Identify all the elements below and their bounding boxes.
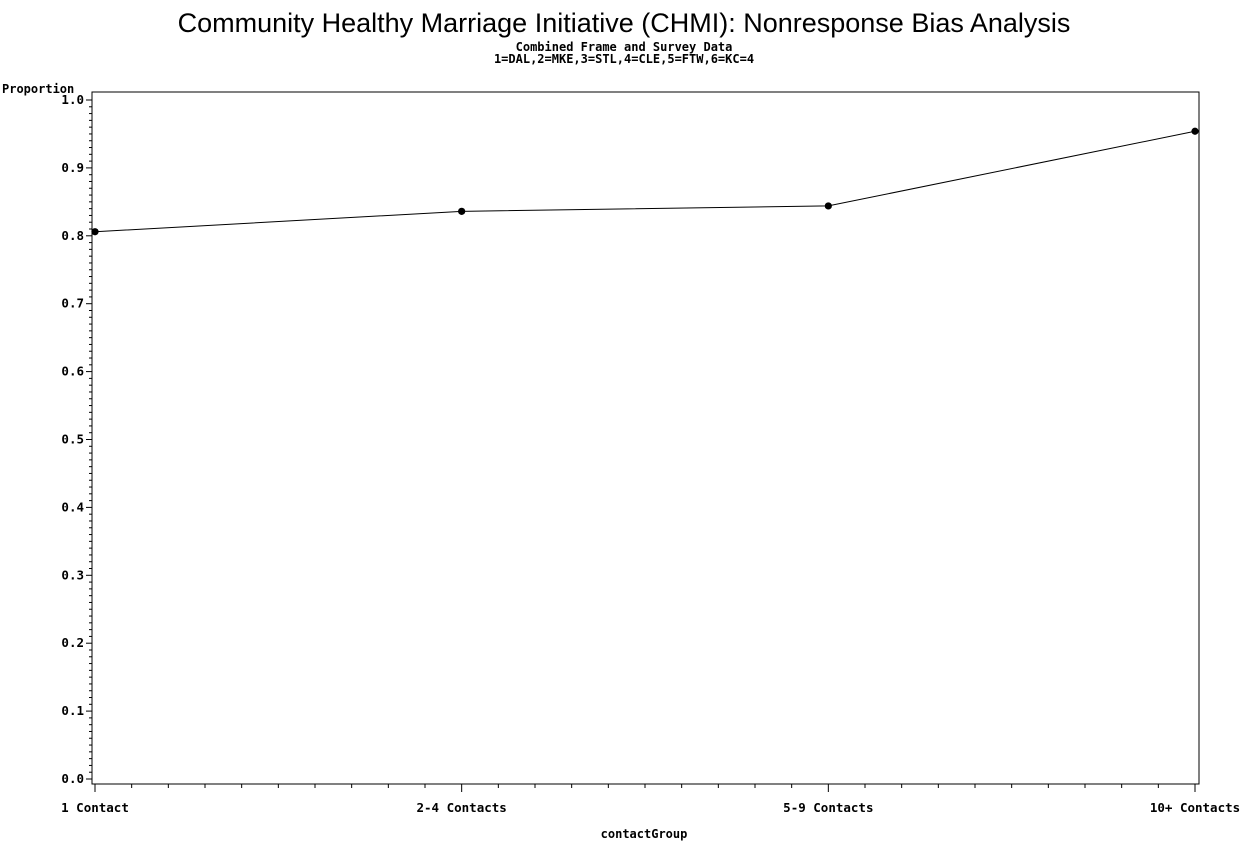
y-axis: 0.0 0.1 0.2 0.3 0.4 0.5 0.6 0.7 0.8 0.9 1.0 xyxy=(61,92,92,786)
y-tick-label: 0.0 xyxy=(61,771,84,786)
y-tick-label: 0.1 xyxy=(61,703,84,718)
data-point xyxy=(824,202,832,210)
x-tick-label: 2-4 Contacts xyxy=(417,800,507,815)
series-line xyxy=(94,130,1196,233)
y-tick-label: 0.8 xyxy=(61,228,84,243)
y-tick-label: 0.6 xyxy=(61,364,84,379)
chart-title: Community Healthy Marriage Initiative (C… xyxy=(178,8,1071,38)
x-axis-label: contactGroup xyxy=(601,827,688,841)
x-axis: 1 Contact 2-4 Contacts 5-9 Contacts 10+ Con… xyxy=(61,784,1240,815)
y-tick-label: 1.0 xyxy=(61,92,84,107)
x-tick-label: 10+ Contacts xyxy=(1150,800,1240,815)
y-axis-label: Proportion xyxy=(2,82,74,96)
y-tick-label: 0.7 xyxy=(61,296,84,311)
x-tick-label: 5-9 Contacts xyxy=(783,800,873,815)
y-tick-label: 0.9 xyxy=(61,160,84,175)
chart-subtitle-2: 1=DAL,2=MKE,3=STL,4=CLE,5=FTW,6=KC=4 xyxy=(494,52,754,66)
y-tick-label: 0.2 xyxy=(61,635,84,650)
data-point xyxy=(91,228,99,236)
plot-frame xyxy=(91,91,1200,785)
y-tick-label: 0.3 xyxy=(61,567,84,582)
y-tick-label: 0.5 xyxy=(61,432,84,447)
y-tick-label: 0.4 xyxy=(61,499,84,514)
x-tick-label: 1 Contact xyxy=(61,800,129,815)
series-line-group xyxy=(91,127,1199,236)
data-point xyxy=(1191,127,1199,135)
chart-subtitle: Combined Frame and Survey Data xyxy=(516,40,733,54)
data-point xyxy=(458,207,466,215)
